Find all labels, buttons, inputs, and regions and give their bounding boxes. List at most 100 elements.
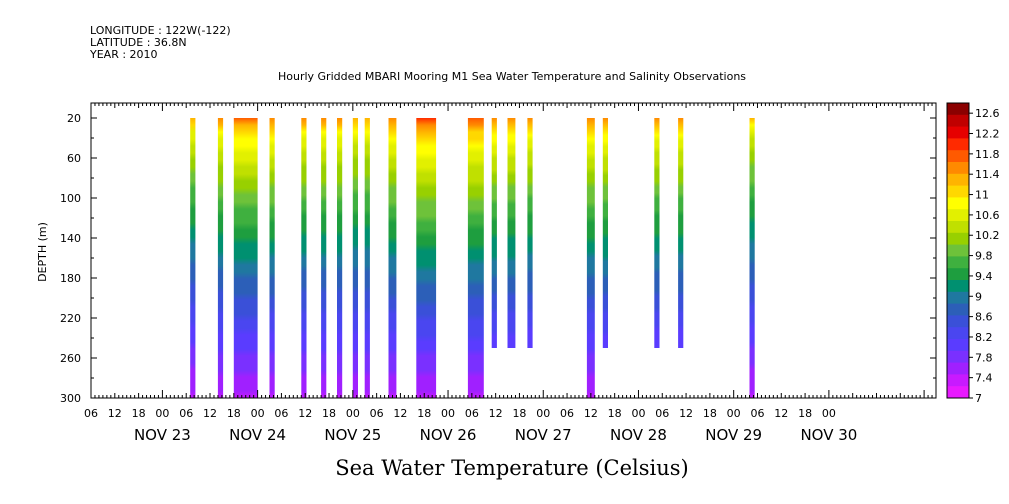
x-hour-label: 00 bbox=[155, 407, 169, 420]
x-hour-label: 12 bbox=[679, 407, 693, 420]
x-hour-label: 18 bbox=[703, 407, 717, 420]
colorbar-label: 9 bbox=[975, 290, 982, 303]
colorbar-swatch bbox=[947, 103, 969, 116]
data-column bbox=[364, 118, 370, 398]
data-column bbox=[678, 118, 684, 348]
data-column bbox=[507, 118, 516, 348]
colorbar-swatch bbox=[947, 327, 969, 340]
plot-frame bbox=[90, 102, 937, 399]
x-hour-label: 00 bbox=[251, 407, 265, 420]
x-hour-label: 18 bbox=[132, 407, 146, 420]
chart-title: Hourly Gridded MBARI Mooring M1 Sea Wate… bbox=[278, 70, 746, 83]
colorbar-label: 12.6 bbox=[975, 107, 1000, 120]
colorbar-label: 11.8 bbox=[975, 148, 1000, 161]
colorbar-label: 9.4 bbox=[975, 270, 993, 283]
data-column bbox=[749, 118, 755, 398]
y-tick-label: 260 bbox=[60, 352, 81, 365]
x-hour-label: 06 bbox=[370, 407, 384, 420]
data-column bbox=[217, 118, 224, 398]
colorbar-swatch bbox=[947, 232, 969, 246]
colorbar-swatch bbox=[947, 114, 969, 128]
colorbar-label: 10.2 bbox=[975, 229, 1000, 242]
x-hour-label: 06 bbox=[750, 407, 764, 420]
x-day-label: NOV 30 bbox=[800, 426, 857, 444]
colorbar-swatch bbox=[947, 256, 969, 269]
colorbar-label: 12.2 bbox=[975, 128, 1000, 141]
colorbar-swatch bbox=[947, 291, 969, 305]
x-axis-title: Sea Water Temperature (Celsius) bbox=[335, 456, 689, 480]
plot-area bbox=[90, 102, 937, 399]
y-axis: 20 60 100 140 180 220 260 300 bbox=[60, 112, 936, 405]
colorbar-swatch bbox=[947, 173, 969, 187]
data-column bbox=[337, 118, 343, 398]
x-hour-label: 00 bbox=[727, 407, 741, 420]
y-tick-label: 100 bbox=[60, 192, 81, 205]
x-hour-label: 00 bbox=[346, 407, 360, 420]
x-hour-label: 00 bbox=[822, 407, 836, 420]
x-hour-label: 12 bbox=[108, 407, 122, 420]
longitude-label: LONGITUDE : 122W(-122) bbox=[90, 24, 231, 37]
colorbar-swatch bbox=[947, 150, 969, 163]
data-column bbox=[190, 118, 196, 398]
x-day-label: NOV 25 bbox=[324, 426, 381, 444]
x-day-label: NOV 26 bbox=[420, 426, 477, 444]
colorbar-swatch bbox=[947, 244, 969, 257]
colorbar-label: 11.4 bbox=[975, 168, 1000, 181]
colorbar-swatch bbox=[947, 197, 969, 210]
y-tick-label: 140 bbox=[60, 232, 81, 245]
data-column bbox=[654, 118, 660, 348]
x-axis: 06 12 18 00 06 12 18 00 06 12 18 00 06 12 18 00 06 12 18 00… bbox=[84, 103, 937, 444]
y-tick-label: 220 bbox=[60, 312, 81, 325]
colorbar-swatch bbox=[947, 126, 969, 139]
colorbar-label: 11 bbox=[975, 189, 989, 202]
data-column bbox=[301, 118, 307, 398]
data-column bbox=[527, 118, 533, 348]
x-hour-label: 18 bbox=[608, 407, 622, 420]
x-hour-label: 18 bbox=[227, 407, 241, 420]
x-day-label: NOV 27 bbox=[515, 426, 572, 444]
colorbar-swatch bbox=[947, 209, 969, 222]
data-column bbox=[233, 118, 258, 398]
x-hour-label: 12 bbox=[393, 407, 407, 420]
y-tick-label: 180 bbox=[60, 272, 81, 285]
x-hour-label: 18 bbox=[322, 407, 336, 420]
data-column bbox=[352, 118, 358, 398]
data-column bbox=[602, 118, 608, 348]
x-day-label: NOV 29 bbox=[705, 426, 762, 444]
colorbar-frame bbox=[946, 102, 970, 399]
colorbar-label: 9.8 bbox=[975, 250, 993, 263]
x-hour-label: 12 bbox=[203, 407, 217, 420]
colorbar: 12.6 12.2 11.8 11.4 11 10.6 10.2 9.8 9.4 9 8.6 8.2 7… bbox=[946, 102, 1000, 405]
x-hour-label: 06 bbox=[274, 407, 288, 420]
y-tick-label: 20 bbox=[67, 112, 81, 125]
colorbar-label: 7 bbox=[975, 392, 982, 405]
x-hour-label: 12 bbox=[298, 407, 312, 420]
x-hour-label: 12 bbox=[489, 407, 503, 420]
x-hour-label: 00 bbox=[441, 407, 455, 420]
colorbar-swatch bbox=[947, 350, 969, 364]
x-hour-label: 06 bbox=[560, 407, 574, 420]
year-label: YEAR : 2010 bbox=[89, 48, 158, 61]
data-column bbox=[467, 118, 484, 398]
x-hour-label: 00 bbox=[631, 407, 645, 420]
x-hour-label: 06 bbox=[465, 407, 479, 420]
x-hour-label: 12 bbox=[774, 407, 788, 420]
x-hour-label: 06 bbox=[179, 407, 193, 420]
x-hour-label: 00 bbox=[536, 407, 550, 420]
data-column bbox=[321, 118, 327, 398]
colorbar-swatch bbox=[947, 303, 969, 316]
data-column bbox=[388, 118, 397, 398]
colorbar-label: 8.6 bbox=[975, 311, 993, 324]
x-day-label: NOV 28 bbox=[610, 426, 667, 444]
colorbar-swatch bbox=[947, 339, 969, 352]
x-hour-label: 12 bbox=[584, 407, 598, 420]
y-tick-label: 300 bbox=[60, 392, 81, 405]
x-hour-label: 18 bbox=[512, 407, 526, 420]
colorbar-label: 8.2 bbox=[975, 331, 993, 344]
colorbar-swatch bbox=[947, 280, 969, 293]
colorbar-swatch bbox=[947, 221, 969, 234]
x-day-label: NOV 24 bbox=[229, 426, 286, 444]
colorbar-swatch bbox=[947, 315, 969, 328]
x-hour-label: 06 bbox=[655, 407, 669, 420]
data-column bbox=[416, 118, 437, 398]
